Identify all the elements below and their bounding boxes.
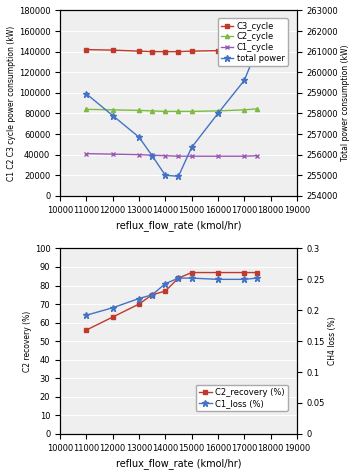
X-axis label: reflux_flow_rate (kmol/hr): reflux_flow_rate (kmol/hr): [116, 220, 241, 231]
Y-axis label: C2 recovery (%): C2 recovery (%): [23, 310, 32, 372]
Y-axis label: Total power consumption (kW): Total power consumption (kW): [341, 45, 350, 161]
Legend: C3_cycle, C2_cycle, C1_cycle, total power: C3_cycle, C2_cycle, C1_cycle, total powe…: [217, 18, 288, 66]
Y-axis label: C1 C2 C3 cycle power consumption (kW): C1 C2 C3 cycle power consumption (kW): [7, 26, 16, 181]
Y-axis label: CH4 loss (%): CH4 loss (%): [328, 317, 337, 366]
Legend: C2_recovery (%), C1_loss (%): C2_recovery (%), C1_loss (%): [196, 385, 288, 411]
X-axis label: reflux_flow_rate (kmol/hr): reflux_flow_rate (kmol/hr): [116, 458, 241, 469]
